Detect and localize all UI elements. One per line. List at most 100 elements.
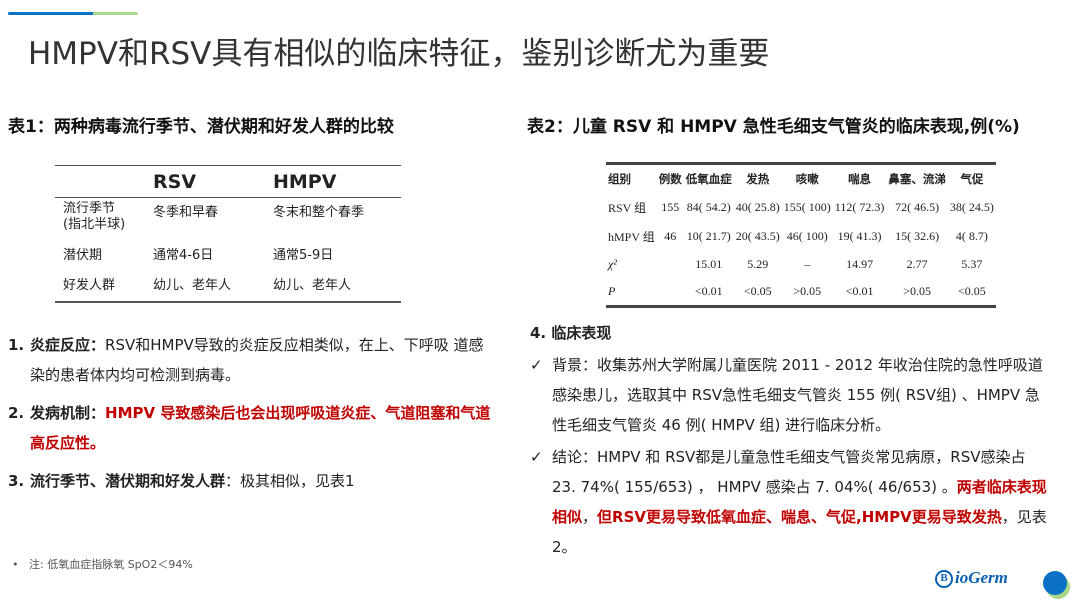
cell: 10( 21.7) xyxy=(686,229,731,243)
cell: >0.05 xyxy=(781,278,833,308)
cell: – xyxy=(804,257,811,271)
conclusion-highlight: 两者临床表现相似 xyxy=(552,478,1047,526)
bullet: • xyxy=(12,558,19,571)
logo-text: ioGerm xyxy=(955,568,1008,587)
header-cell: 低氧血症 xyxy=(683,162,734,193)
conclusion-item: ✓ 结论：HMPV 和 RSV都是儿童急性毛细支气管炎常见病原，RSV感染占 2… xyxy=(530,442,1050,562)
cell: 15.01 xyxy=(695,257,723,271)
cell: 155 xyxy=(661,200,680,214)
cell: 46 xyxy=(664,229,677,243)
cell: 72( 46.5) xyxy=(895,200,940,214)
cell: 46( 100) xyxy=(786,229,828,243)
cell: <0.01 xyxy=(832,278,887,308)
table-header-row: 组别 例数 低氧血症 发热 咳嗽 喘息 鼻塞、流涕 气促 xyxy=(606,162,996,193)
cell: 2.77 xyxy=(906,257,928,271)
table1: RSV HMPV 流行季节 (指北半球) 冬季和早春 冬末和整个春季 潜伏期 通… xyxy=(55,165,401,303)
table-row: hMPV 组 46 10( 21.7) 20( 43.5) 46( 100) 19( 41… xyxy=(606,222,996,251)
cell xyxy=(657,251,684,278)
cell: 14.97 xyxy=(846,257,874,271)
left-points-list: 1. 炎症反应：RSV和HMPV导致的炎症反应相类似，在上、下呼吸 道感染的患者… xyxy=(8,330,498,504)
conclusion-text: ， xyxy=(582,508,598,526)
cell: 通常5-9日 xyxy=(273,248,334,263)
header-cell: 气促 xyxy=(947,162,996,193)
header-cell: 咳嗽 xyxy=(781,162,833,193)
header-cell: 例数 xyxy=(656,162,684,193)
cell: >0.05 xyxy=(886,278,948,308)
header-cell xyxy=(55,165,145,198)
footnote-text: 注: 低氧血症指脉氧 SpO2＜94% xyxy=(29,558,193,571)
clinical-section: 4. 临床表现 ✓ 背景：收集苏州大学附属儿童医院 2011 - 2012 年收… xyxy=(530,318,1050,562)
background-item: ✓ 背景：收集苏州大学附属儿童医院 2011 - 2012 年收治住院的急性呼吸… xyxy=(530,350,1050,440)
check-icon: ✓ xyxy=(530,356,543,374)
item-number: 3. xyxy=(8,472,25,490)
row-label: 潜伏期 xyxy=(63,248,103,263)
cell: 84( 54.2) xyxy=(686,200,731,214)
accent-bar-green xyxy=(93,12,138,15)
header-cell: HMPV xyxy=(265,165,401,198)
list-item: 1. 炎症反应：RSV和HMPV导致的炎症反应相类似，在上、下呼吸 道感染的患者… xyxy=(8,330,498,390)
row-label: 流行季节 (指北半球) xyxy=(63,201,126,232)
accent-bar-blue xyxy=(8,12,94,15)
cell: 112( 72.3) xyxy=(834,200,885,214)
cell: <0.05 xyxy=(733,278,782,308)
cell: 38( 24.5) xyxy=(949,200,994,214)
header-cell: 发热 xyxy=(733,162,782,193)
decor-circle-blue xyxy=(1043,571,1067,595)
cell: 5.29 xyxy=(747,257,769,271)
item-number: 1. xyxy=(8,336,25,354)
background-text: 背景：收集苏州大学附属儿童医院 2011 - 2012 年收治住院的急性呼吸道感… xyxy=(552,356,1043,434)
row-label: hMPV 组 xyxy=(608,230,655,244)
cell: 15( 32.6) xyxy=(895,229,940,243)
cell: 40( 25.8) xyxy=(735,200,780,214)
slide-title: HMPV和RSV具有相似的临床特征，鉴别诊断尤为重要 xyxy=(28,36,770,72)
table2-caption: 表2：儿童 RSV 和 HMPV 急性毛细支气管炎的临床表现,例(%) xyxy=(527,117,1020,137)
cell: 19( 41.3) xyxy=(837,229,882,243)
table-row: RSV 组 155 84( 54.2) 40( 25.8) 155( 100) 112( … xyxy=(606,193,996,222)
cell xyxy=(656,278,684,308)
table2: 组别 例数 低氧血症 发热 咳嗽 喘息 鼻塞、流涕 气促 RSV 组 155 84( 54.2) 40… xyxy=(606,162,996,308)
cell: 5.37 xyxy=(961,257,983,271)
table-row: 流行季节 (指北半球) 冬季和早春 冬末和整个春季 xyxy=(55,198,401,237)
cell: 155( 100) xyxy=(783,200,831,214)
cell: <0.01 xyxy=(683,278,734,308)
header-cell: 组别 xyxy=(606,162,657,193)
conclusion-text: 结论：HMPV 和 RSV都是儿童急性毛细支气管炎常见病原，RSV感染占 23.… xyxy=(552,448,1026,496)
list-item: 3. 流行季节、潜伏期和好发人群：极其相似，见表1 xyxy=(8,466,498,496)
conclusion-highlight: 但RSV更易导致低氧血症、喘息、气促,HMPV更易导致发热 xyxy=(597,508,1002,526)
list-item: 2. 发病机制：HMPV 导致感染后也会出现呼吸道炎症、气道阻塞和气道高反应性。 xyxy=(8,398,498,458)
header-cell: RSV xyxy=(145,165,265,198)
cell: 通常4-6日 xyxy=(153,248,214,263)
check-icon: ✓ xyxy=(530,448,543,466)
cell: <0.05 xyxy=(947,278,996,308)
item-text: RSV和HMPV导致的炎症反应相类似，在上、下呼吸 道感染的患者体内均可检测到病… xyxy=(30,336,484,384)
cell: 20( 43.5) xyxy=(735,229,780,243)
table-row: χ² 15.01 5.29 – 14.97 2.77 5.37 xyxy=(606,251,996,278)
cell: 幼儿、老年人 xyxy=(145,266,265,303)
item-text: ：极其相似，见表1 xyxy=(225,472,355,490)
header-cell: 喘息 xyxy=(832,162,887,193)
section-heading: 4. 临床表现 xyxy=(530,324,612,342)
item-highlight: HMPV 导致感染后也会出现呼吸道炎症、气道阻塞和气道高反应性。 xyxy=(30,404,491,452)
logo-mark: B xyxy=(935,570,953,589)
table-row: P <0.01 <0.05 >0.05 <0.01 >0.05 <0.05 xyxy=(606,278,996,308)
header-cell: 鼻塞、流涕 xyxy=(886,162,948,193)
row-label: P xyxy=(606,278,657,308)
row-label: 好发人群 xyxy=(55,266,145,303)
cell: 冬末和整个春季 xyxy=(273,205,365,220)
item-label: 发病机制： xyxy=(30,404,106,422)
item-label: 炎症反应： xyxy=(30,336,106,354)
conclusion-text: ，见表2。 xyxy=(552,508,1047,556)
table1-caption: 表1：两种病毒流行季节、潜伏期和好发人群的比较 xyxy=(8,117,394,137)
item-number: 2. xyxy=(8,404,25,422)
item-label: 流行季节、潜伏期和好发人群 xyxy=(30,472,226,490)
footnote: • 注: 低氧血症指脉氧 SpO2＜94% xyxy=(12,556,193,572)
cell: 冬季和早春 xyxy=(153,205,219,220)
table-header-row: RSV HMPV xyxy=(55,165,401,198)
cell: 幼儿、老年人 xyxy=(265,266,401,303)
row-label: RSV 组 xyxy=(608,201,647,215)
table-row: 好发人群 幼儿、老年人 幼儿、老年人 xyxy=(55,266,401,303)
table-row: 潜伏期 通常4-6日 通常5-9日 xyxy=(55,236,401,266)
cell: 4( 8.7) xyxy=(955,229,988,243)
row-label: χ² xyxy=(608,257,617,271)
